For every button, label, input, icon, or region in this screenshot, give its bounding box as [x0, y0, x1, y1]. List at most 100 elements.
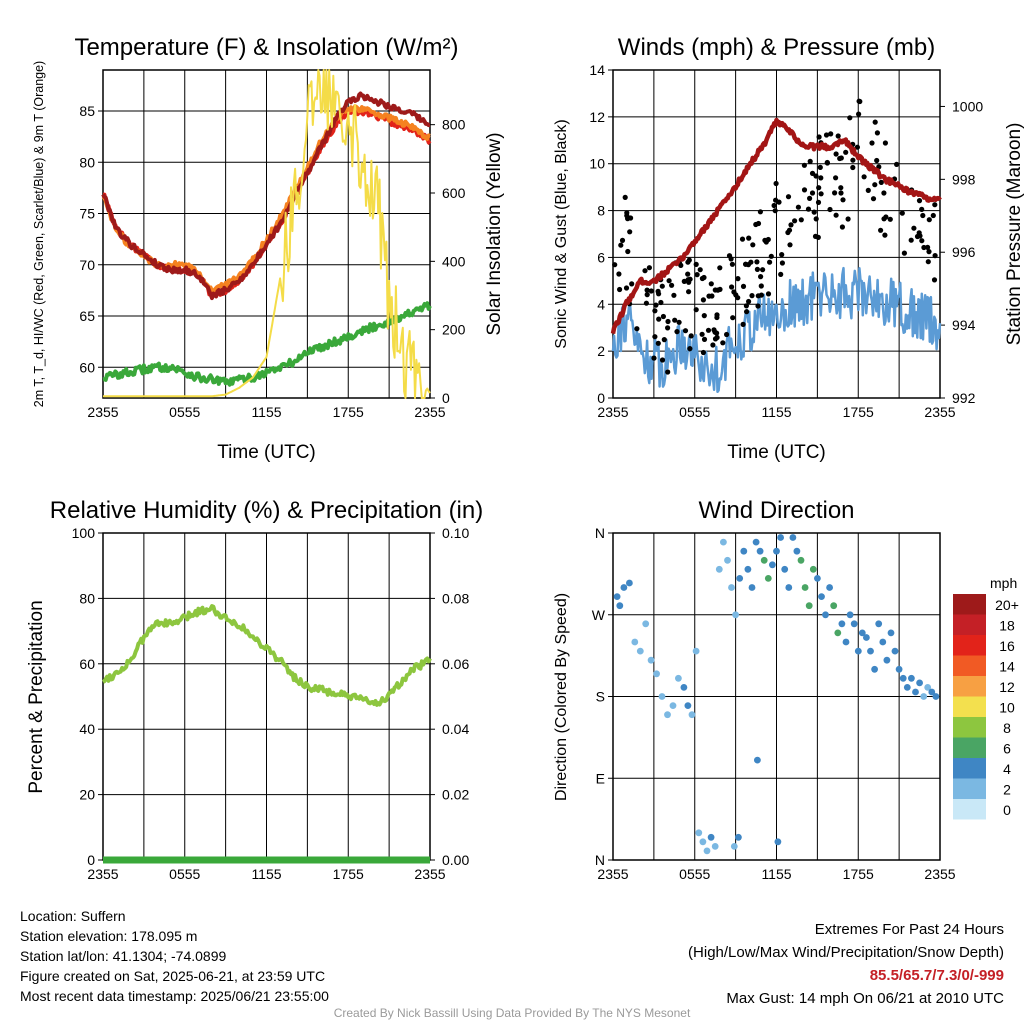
gust-point — [786, 227, 793, 233]
gust-point — [731, 289, 737, 295]
direction-point — [724, 556, 731, 564]
y-tick-label: 65 — [79, 308, 95, 324]
gust-point — [811, 209, 817, 215]
gust-point — [833, 151, 839, 157]
gust-point — [623, 285, 630, 291]
colorbar-level-label: 8 — [1003, 720, 1011, 736]
colorbar-swatch — [953, 676, 986, 697]
recent-text: Most recent data timestamp: 2025/06/21 2… — [20, 988, 329, 1004]
direction-point — [883, 656, 891, 664]
direction-point — [863, 634, 870, 641]
extremes-subtitle: (High/Low/Max Wind/Precipitation/Snow De… — [688, 944, 1004, 961]
gust-point — [658, 299, 664, 306]
y-tick-label: S — [596, 689, 605, 705]
gust-point — [878, 179, 884, 185]
gust-point — [625, 248, 631, 255]
gust-point — [746, 235, 752, 241]
gust-point — [699, 275, 706, 282]
gust-point — [758, 274, 764, 280]
gust-point — [685, 259, 691, 265]
direction-point — [658, 693, 666, 700]
direction-point — [899, 674, 907, 682]
extremes-title: Extremes For Past 24 Hours — [814, 921, 1004, 938]
x-tick-label: 1155 — [761, 404, 791, 420]
gust-point — [644, 287, 650, 293]
gust-point — [651, 355, 657, 361]
colorbar-level-label: 14 — [999, 659, 1015, 675]
x-tick-label: 2355 — [597, 866, 628, 882]
gust-point — [687, 346, 693, 352]
y-tick-label: 80 — [79, 154, 95, 170]
y-right-tick-label: 0.10 — [442, 525, 469, 541]
colorbar-level-label: 12 — [999, 679, 1015, 695]
gust-point — [839, 224, 846, 230]
gust-point — [931, 277, 938, 283]
gust-point — [729, 284, 735, 290]
x-tick-label: 2355 — [87, 404, 118, 420]
gust-point — [776, 199, 782, 205]
gust-point — [930, 212, 936, 219]
direction-point — [736, 575, 744, 582]
y-right-tick-label: 994 — [952, 317, 976, 333]
direction-point — [908, 674, 915, 682]
gust-point — [926, 249, 932, 255]
colorbar-swatch — [953, 594, 986, 615]
x-axis-label: Time (UTC) — [727, 442, 826, 463]
gust-point — [838, 190, 844, 196]
gust-point — [807, 158, 813, 164]
direction-point — [920, 693, 928, 700]
gust-point — [835, 133, 841, 139]
y-right-tick-label: 992 — [952, 390, 976, 406]
gust-point — [740, 321, 746, 327]
direction-point — [626, 579, 633, 587]
direction-point — [616, 602, 624, 610]
gust-point — [671, 292, 677, 298]
direction-point — [647, 656, 655, 664]
y-right-tick-label: 600 — [442, 185, 466, 201]
gust-point — [812, 233, 819, 239]
gust-point — [644, 292, 650, 298]
gust-point — [701, 313, 707, 319]
gust-point — [748, 259, 754, 265]
humidity-panel: 2355 0555 1155 1755 23550204060801000.000.02… — [26, 497, 483, 882]
colorbar-unit-label: mph — [990, 575, 1017, 591]
direction-point — [707, 833, 715, 841]
colorbar-level-label: 16 — [999, 638, 1015, 654]
colorbar-swatch — [953, 635, 986, 656]
direction-point — [854, 647, 862, 655]
colorbar-level-label: 0 — [1003, 802, 1011, 818]
gust-point — [652, 334, 658, 340]
y-tick-label: 20 — [79, 787, 95, 803]
y-right-tick-label: 0.04 — [442, 721, 469, 737]
gust-point — [755, 303, 761, 309]
gust-point — [925, 259, 931, 265]
gust-point — [854, 144, 861, 150]
y-tick-label: 75 — [79, 206, 95, 222]
direction-point — [680, 684, 688, 691]
x-tick-label: 1155 — [251, 866, 281, 882]
gust-point — [824, 159, 830, 166]
direction-point — [715, 565, 723, 573]
gust-point — [712, 287, 718, 293]
direction-point — [830, 602, 838, 610]
gust-point — [699, 331, 705, 337]
direction-point — [903, 684, 911, 691]
y-right-tick-label: 998 — [952, 171, 976, 187]
gust-point — [874, 157, 880, 164]
gust-point — [901, 250, 908, 256]
direction-point — [781, 565, 789, 573]
gust-point — [681, 278, 687, 284]
direction-point — [797, 556, 805, 564]
gust-point — [743, 261, 749, 267]
gust-point — [661, 337, 667, 343]
gust-point — [887, 216, 893, 222]
gust-point — [768, 253, 774, 259]
created-text: Figure created on Sat, 2025-06-21, at 23… — [20, 968, 326, 984]
series-line-pressure — [610, 117, 942, 335]
gust-point — [872, 182, 878, 188]
gust-point — [792, 218, 798, 224]
y-right-tick-label: 0 — [442, 390, 450, 406]
direction-point — [932, 693, 940, 700]
gust-point — [711, 327, 717, 333]
